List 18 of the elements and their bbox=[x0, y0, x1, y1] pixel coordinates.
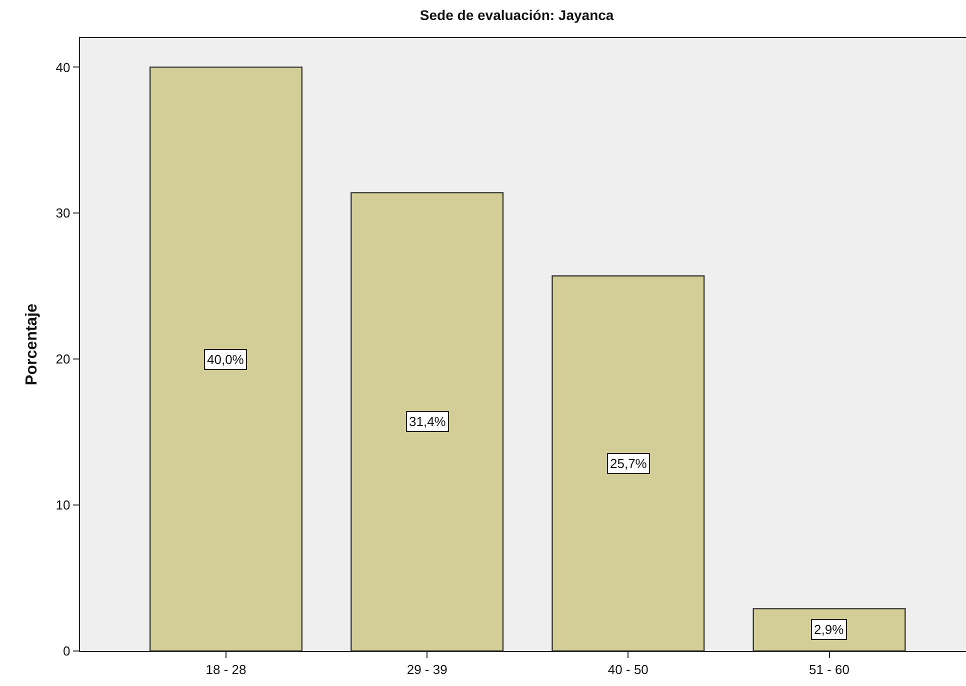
x-tick-label: 18 - 28 bbox=[206, 662, 246, 677]
y-tick-label: 10 bbox=[56, 498, 70, 513]
bar bbox=[149, 66, 302, 651]
y-tick-label: 0 bbox=[62, 644, 70, 659]
data-label: 40,0% bbox=[207, 352, 244, 367]
x-tick-label: 51 - 60 bbox=[809, 662, 850, 677]
y-tick-label: 40 bbox=[56, 60, 70, 75]
x-tick-label: 29 - 39 bbox=[406, 662, 448, 677]
bar bbox=[552, 275, 705, 651]
y-tick-label: 20 bbox=[56, 352, 70, 367]
y-tick-label: 30 bbox=[56, 206, 70, 221]
y-axis-title: Porcentaje bbox=[24, 303, 41, 386]
chart-title: Sede de evaluación: Jayanca bbox=[420, 7, 614, 24]
data-label: 2,9% bbox=[814, 622, 844, 637]
data-label: 25,7% bbox=[610, 456, 648, 471]
x-tick-label: 40 - 50 bbox=[608, 662, 648, 677]
data-label: 31,4% bbox=[409, 414, 446, 429]
bar bbox=[350, 192, 504, 651]
